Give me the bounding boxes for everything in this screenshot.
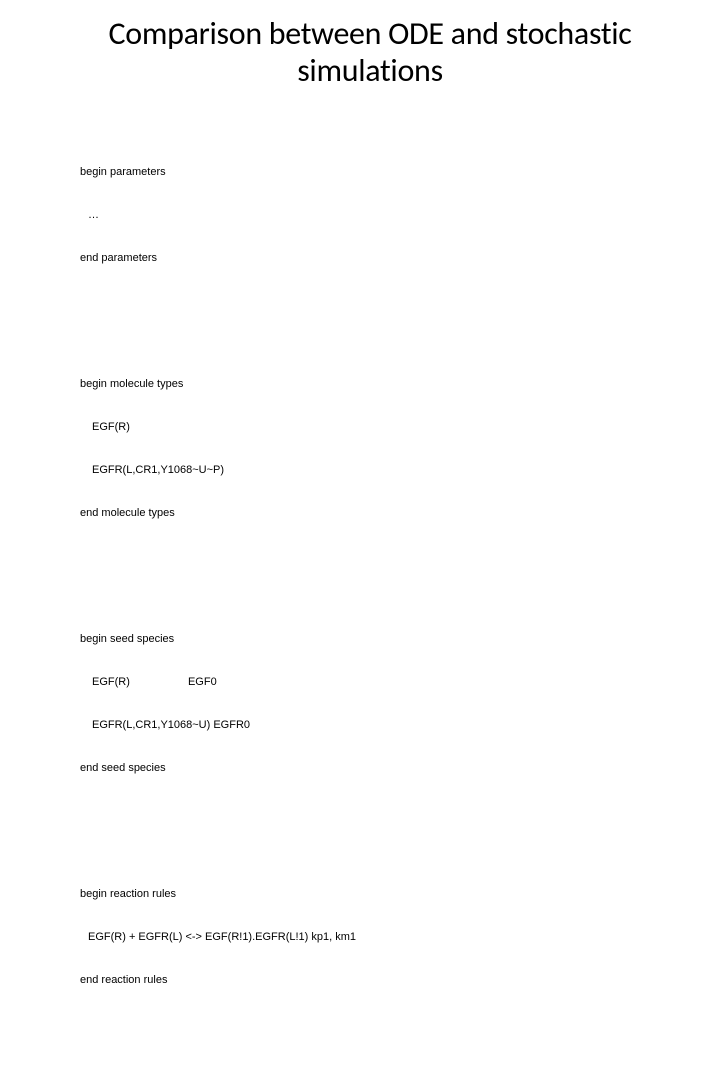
parameters-section: begin parameters … end parameters — [80, 136, 660, 293]
code-content: begin parameters … end parameters begin … — [80, 108, 660, 1080]
molecule-types-section: begin molecule types EGF(R) EGFR(L,CR1,Y… — [80, 348, 660, 548]
seed-species-line2: EGFR(L,CR1,Y1068~U) EGFR0 — [80, 718, 660, 732]
reaction-rules-begin: begin reaction rules — [80, 887, 660, 901]
seed-species-end: end seed species — [80, 761, 660, 775]
molecule-types-line2: EGFR(L,CR1,Y1068~U~P) — [80, 463, 660, 477]
molecule-types-begin: begin molecule types — [80, 377, 660, 391]
parameters-end: end parameters — [80, 251, 660, 265]
seed-species-section: begin seed species EGF(R) EGF0 EGFR(L,CR… — [80, 603, 660, 803]
parameters-ellipsis: … — [80, 208, 660, 222]
molecule-types-end: end molecule types — [80, 506, 660, 520]
slide-container: Comparison between ODE and stochastic si… — [0, 0, 720, 540]
reaction-rules-end: end reaction rules — [80, 973, 660, 987]
reaction-rules-line1: EGF(R) + EGFR(L) <-> EGF(R!1).EGFR(L!1) … — [80, 930, 660, 944]
actions-section: # actions generate_network({overwrite=>1… — [80, 1071, 660, 1080]
molecule-types-line1: EGF(R) — [80, 420, 660, 434]
seed-species-line1: EGF(R) EGF0 — [80, 675, 660, 689]
reaction-rules-section: begin reaction rules EGF(R) + EGFR(L) <-… — [80, 858, 660, 1015]
slide-title: Comparison between ODE and stochastic si… — [80, 16, 660, 90]
seed-species-begin: begin seed species — [80, 632, 660, 646]
parameters-begin: begin parameters — [80, 165, 660, 179]
seed-species-l1-right: EGF0 — [188, 676, 217, 688]
seed-species-l1-left: EGF(R) — [92, 676, 130, 688]
